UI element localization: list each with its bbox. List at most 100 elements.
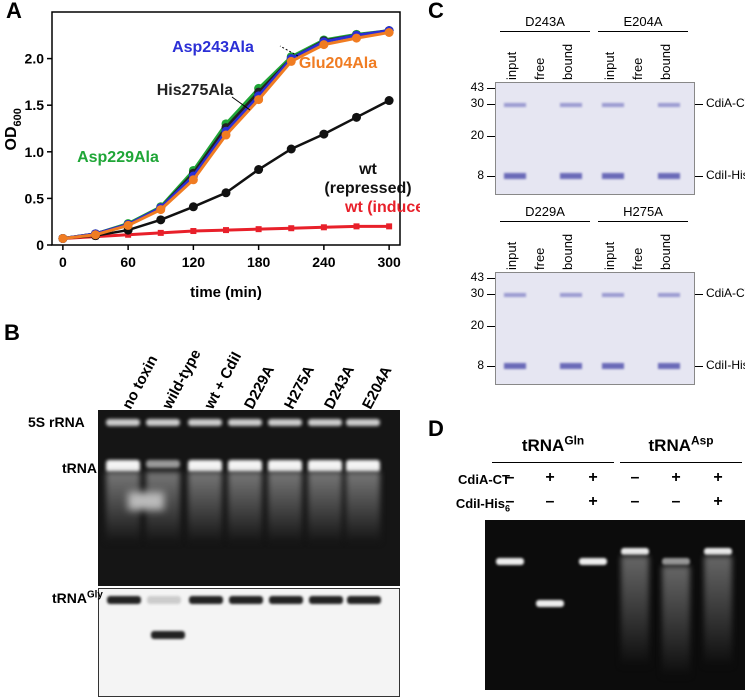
series-label: Asp229Ala [77, 149, 159, 166]
smear [308, 472, 342, 542]
band-label: CdiI-His6 [706, 168, 745, 182]
band [228, 419, 262, 426]
panel-label: D [428, 416, 444, 441]
label-pointer [279, 45, 299, 57]
probe-label-sup: Gly [87, 589, 103, 601]
sign: + [588, 469, 598, 486]
band [658, 103, 680, 107]
band [106, 460, 140, 472]
lane-label: wt + CdiI [201, 349, 246, 412]
marker-tick [487, 294, 495, 295]
sign: – [671, 493, 681, 510]
group-underline [492, 462, 614, 463]
smear [662, 566, 690, 676]
band [107, 596, 141, 604]
series-label: Glu204Ala [299, 55, 377, 72]
group-label-text: tRNA [648, 436, 692, 455]
lane-label: input [504, 51, 519, 80]
marker-label: 30 [470, 286, 484, 300]
lane-label: bound [658, 233, 673, 270]
growth-chart: 0 0.5 1.0 1.5 2.0 0 60 120 180 240 300 time (min) OD… [3, 11, 420, 301]
lane-label: input [602, 241, 617, 270]
band [579, 558, 607, 565]
band [346, 460, 380, 472]
gel-image [98, 588, 400, 697]
lane-label: free [532, 247, 547, 270]
lane-label: H275A [281, 362, 318, 412]
smear [704, 556, 732, 666]
marker-tick [487, 88, 495, 89]
lane-label: bound [658, 43, 673, 80]
band [658, 363, 680, 369]
band-label-text: CdiI-His [706, 358, 745, 372]
band [602, 173, 624, 179]
series-label: His275Ala [157, 82, 234, 99]
band [602, 103, 624, 107]
y-axis-title-sub: 600 [12, 108, 24, 126]
data-point [254, 95, 264, 105]
group-label: E204A [623, 14, 663, 29]
row-label-sub: 6 [504, 503, 510, 514]
y-axis-title-text: OD [3, 127, 20, 151]
row-label-text: CdiI-His [455, 496, 505, 511]
smear [228, 472, 262, 542]
panel-label: C [428, 0, 444, 23]
x-tick-label: 60 [120, 254, 136, 270]
band-label: CdiA-CT [706, 96, 745, 110]
marker-tick [487, 326, 495, 327]
lane-label: bound [560, 233, 575, 270]
smear [188, 472, 222, 542]
data-point [254, 165, 264, 175]
band-label: CdiI-His6 [706, 358, 745, 372]
band [704, 548, 732, 555]
lane-label: free [630, 247, 645, 270]
marker-tick [487, 278, 495, 279]
marker-tick [487, 366, 495, 367]
band-label-text: CdiI-His [706, 168, 745, 182]
band [347, 596, 381, 604]
probe-label: tRNAGly [52, 590, 103, 606]
lane-label: input [602, 51, 617, 80]
row-label: CdiI-His6 [430, 496, 510, 514]
data-point [157, 229, 164, 236]
marker-label: 43 [470, 270, 484, 284]
band [658, 293, 680, 297]
marker-label: 8 [477, 168, 484, 182]
band [269, 596, 303, 604]
x-tick-label: 300 [377, 254, 401, 270]
band [268, 419, 302, 426]
band [147, 596, 181, 604]
data-point [156, 205, 166, 215]
group-underline [500, 221, 590, 222]
band [146, 419, 180, 426]
band [189, 596, 223, 604]
band-label: 5S rRNA [28, 414, 85, 430]
data-point [188, 202, 198, 212]
label-tick [695, 294, 703, 295]
lane-label: E204A [359, 363, 396, 412]
band [106, 419, 140, 426]
data-point [188, 175, 198, 185]
x-tick-label: 180 [247, 254, 271, 270]
band-label: CdiA-CT [706, 286, 745, 300]
label-tick [695, 366, 703, 367]
label-tick [695, 176, 703, 177]
band [560, 103, 582, 107]
band [662, 558, 690, 565]
group-underline [620, 462, 742, 463]
plot-frame [51, 11, 401, 246]
series-label: wt (repressed) [324, 161, 412, 197]
sign: – [505, 493, 515, 510]
band [602, 293, 624, 297]
x-axis-title: time (min) [190, 284, 262, 301]
smear [621, 556, 649, 666]
data-point [319, 40, 329, 50]
x-tick-label: 0 [59, 254, 67, 270]
y-tick-label: 0 [36, 237, 44, 253]
group-label-text: tRNA [521, 436, 565, 455]
x-tick-label: 240 [312, 254, 336, 270]
group-label: D229A [525, 204, 565, 219]
band [128, 492, 164, 510]
group-label: D243A [525, 14, 565, 29]
